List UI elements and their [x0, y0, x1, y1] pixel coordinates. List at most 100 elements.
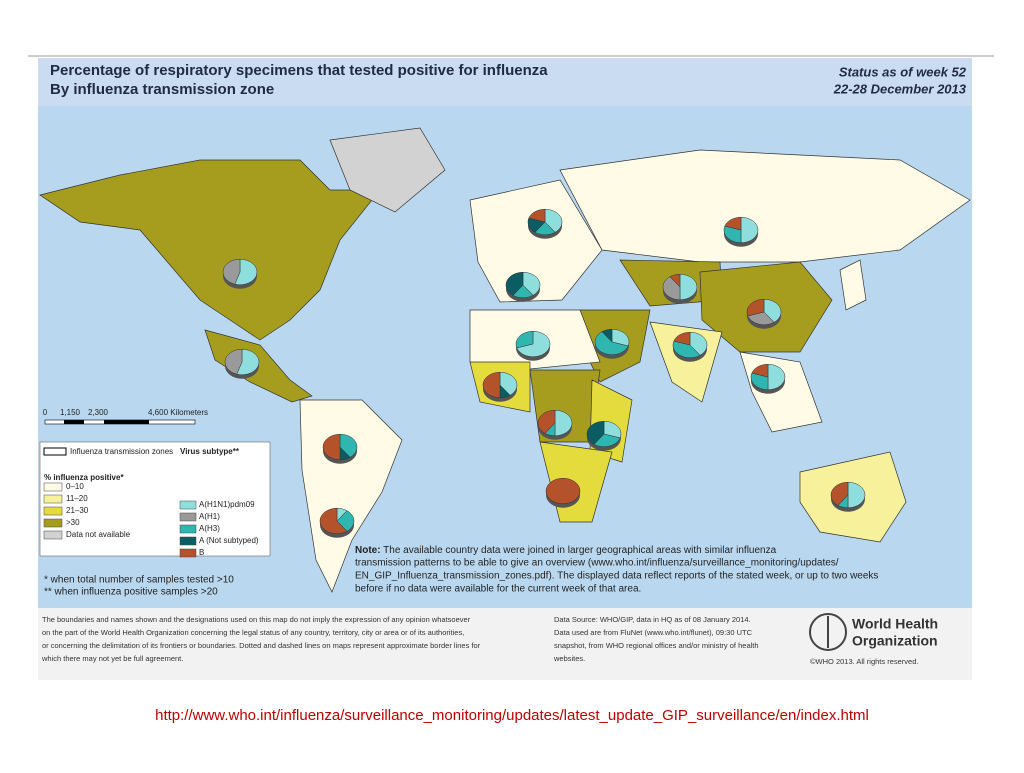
pie-slice: [750, 372, 769, 391]
pie-slice: [601, 328, 613, 343]
note-label: Note:: [355, 545, 381, 556]
pie-slice: [554, 409, 573, 437]
pie-slice: [830, 481, 849, 506]
note-line: transmission patterns to be able to give…: [355, 558, 839, 569]
pie-slice: [673, 331, 691, 346]
footnote: ** when influenza positive samples >20: [44, 587, 218, 598]
greenland: [329, 127, 446, 213]
pie-slice: [522, 271, 541, 296]
legend-title: Virus subtype**: [180, 447, 240, 456]
europe: [469, 179, 603, 303]
pie-slice: [339, 433, 358, 458]
pie-slice: [767, 363, 786, 391]
source-line: snapshot, from WHO regional offices and/…: [554, 641, 759, 650]
subtype-label: A (Not subtyped): [199, 536, 259, 545]
subtype-swatch: [179, 548, 197, 558]
note-line: EN_GIP_Influenza_transmission_zones.pdf)…: [355, 571, 878, 582]
title-line: By influenza transmission zone: [50, 81, 274, 98]
status-line: 22-28 December 2013: [833, 81, 967, 96]
subtype-swatch: [179, 512, 197, 522]
pie-slice: [505, 271, 524, 296]
pie-slice: [662, 276, 681, 301]
disclaimer-line: or concerning the delimitation of its fr…: [42, 641, 481, 650]
note-line: before if no data were available for the…: [355, 584, 641, 595]
pie-slice: [847, 481, 866, 509]
pie-slice: [516, 330, 551, 357]
subtype-swatch: [179, 536, 197, 546]
footer-band: [38, 608, 972, 680]
pie-slice: [236, 348, 260, 375]
zone-swatch: [43, 447, 67, 456]
class-label: 21–30: [66, 506, 89, 515]
note-text: The available country data were joined i…: [383, 545, 776, 556]
pie-slice: [763, 298, 782, 323]
class-label: Data not available: [66, 530, 131, 539]
disclaimer-line: which there may not yet be full agreemen…: [41, 654, 183, 663]
scale-label: 0: [43, 408, 48, 417]
pie-slice: [679, 273, 698, 301]
scale-label: 1,150: [60, 408, 81, 417]
title-line: Percentage of respiratory specimens that…: [50, 62, 548, 79]
pie-slice: [747, 311, 775, 325]
pie-slice: [499, 371, 518, 396]
pie-slice: [603, 420, 622, 439]
source-line: Data Source: WHO/GIP, data in HQ as of 0…: [554, 615, 751, 624]
disclaimer-line: on the part of the World Health Organiza…: [42, 628, 464, 637]
pie-slice: [528, 208, 546, 223]
disclaimer-line: The boundaries and names shown and the d…: [42, 615, 471, 624]
pie-slice: [724, 216, 742, 231]
pie-slice: [222, 258, 241, 285]
legend-box: [39, 441, 271, 557]
scale-bar: 0 1,150 2,300 4,600 Kilometers: [43, 408, 208, 425]
class-swatch: [43, 506, 63, 516]
pie-slice: [611, 328, 630, 347]
pie-slice: [751, 363, 769, 378]
pie-slice: [740, 216, 759, 244]
pies: [222, 208, 866, 538]
scale-bar-segment: [64, 420, 84, 424]
legend: Influenza transmission zones % influenza…: [39, 441, 271, 558]
pie-slice: [593, 433, 621, 447]
source-line: Data used are from FluNet (www.who.int/f…: [554, 628, 753, 637]
source-url: http://www.who.int/influenza/surveillanc…: [155, 707, 869, 724]
class-swatch: [43, 482, 63, 492]
pie-slice: [537, 409, 556, 434]
subtype-label: A(H1N1)pdm09: [199, 500, 255, 509]
pie-slice: [723, 225, 742, 244]
scale-bar-segment: [104, 420, 149, 424]
scale-label: 2,300: [88, 408, 109, 417]
pie-slice: [234, 258, 258, 285]
pie-slice: [545, 477, 581, 505]
legend-text: Influenza transmission zones: [70, 447, 173, 456]
class-label: 11–20: [66, 494, 88, 503]
pie-slice: [669, 273, 681, 288]
pie-slice: [586, 420, 605, 445]
north-america: [39, 159, 381, 341]
pie-slice: [322, 433, 341, 461]
who-name: World Health: [852, 616, 938, 632]
pie-slice: [319, 507, 348, 534]
class-swatch: [43, 518, 63, 528]
pie-slice: [336, 510, 355, 532]
who-emblem: [809, 613, 847, 651]
class-swatch: [43, 530, 63, 540]
class-label: >30: [66, 518, 80, 527]
subtype-swatch: [179, 524, 197, 534]
pie-slice: [594, 331, 629, 355]
legend-title: % influenza positive*: [44, 473, 124, 482]
pie-slice: [544, 208, 563, 233]
class-label: 0–10: [66, 482, 84, 491]
footnote: * when total number of samples tested >1…: [44, 575, 234, 586]
pie-slice: [224, 348, 243, 375]
north-asia: [559, 149, 971, 263]
pie-slice: [672, 340, 701, 358]
subtype-label: A(H1): [199, 512, 220, 521]
who-logo: [809, 613, 847, 651]
subtype-swatch: [179, 500, 197, 510]
pie-slice: [515, 330, 534, 349]
source-line: websites.: [553, 654, 585, 663]
copyright: ©WHO 2013. All rights reserved.: [810, 657, 918, 666]
note-line: Note: The available country data were jo…: [355, 545, 777, 556]
subtype-label: B: [199, 548, 204, 557]
